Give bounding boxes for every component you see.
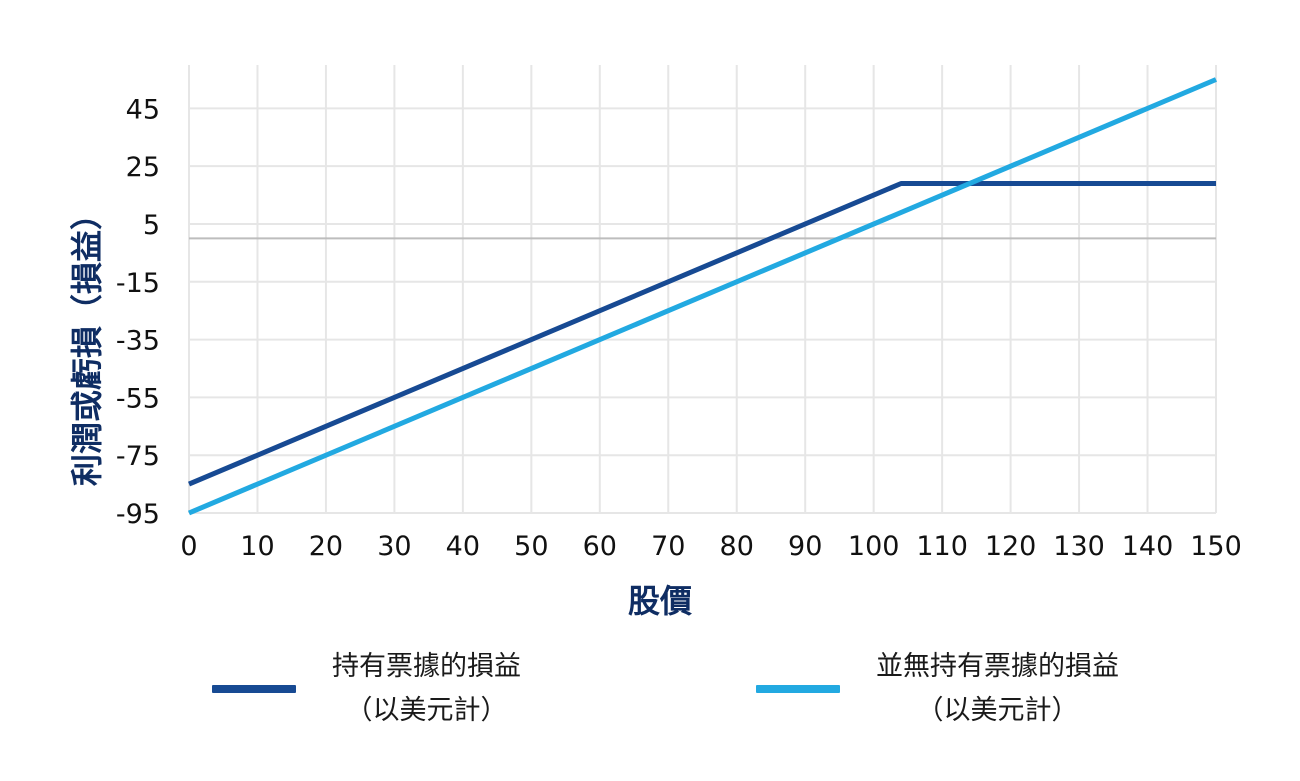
y-tick-label: 45 <box>126 94 160 125</box>
legend-label-line2: （以美元計） <box>345 695 508 726</box>
legend-label-line1: 並無持有票據的損益 <box>876 651 1119 682</box>
series-line-with-note <box>188 181 1216 487</box>
x-axis-title: 股價 <box>628 582 693 620</box>
legend-label-with-note: 持有票據的損益 （以美元計） <box>332 645 521 733</box>
x-tick-label: 110 <box>916 531 968 562</box>
y-axis-title: 利潤或虧損（損益） <box>68 198 106 486</box>
x-tick-label: 150 <box>1190 531 1242 562</box>
series-layer <box>188 77 1217 516</box>
y-tick-labels: -95 -75 -55 -35 -15 5 25 45 <box>116 94 160 530</box>
x-tick-label: 20 <box>309 531 343 562</box>
legend-swatch-without-note <box>756 685 840 693</box>
y-tick-label: 25 <box>126 152 160 183</box>
y-tick-label: -95 <box>116 499 160 530</box>
x-tick-label: 0 <box>180 531 197 562</box>
grid <box>188 65 1217 514</box>
legend-swatch-with-note <box>212 685 296 693</box>
legend-label-without-note: 並無持有票據的損益 （以美元計） <box>876 645 1119 733</box>
x-tick-label: 30 <box>377 531 411 562</box>
x-tick-label: 140 <box>1122 531 1174 562</box>
x-tick-label: 130 <box>1053 531 1105 562</box>
series-line-without-note <box>188 77 1217 516</box>
legend-label-line2: （以美元計） <box>916 695 1079 726</box>
y-tick-label: -15 <box>116 268 160 299</box>
y-tick-label: 5 <box>143 210 160 241</box>
legend-label-line1: 持有票據的損益 <box>332 651 521 682</box>
x-tick-label: 10 <box>240 531 274 562</box>
x-tick-label: 60 <box>583 531 617 562</box>
x-tick-label: 50 <box>514 531 548 562</box>
x-tick-label: 40 <box>446 531 480 562</box>
x-tick-label: 70 <box>651 531 685 562</box>
y-tick-label: -75 <box>116 441 160 472</box>
x-tick-label: 120 <box>985 531 1037 562</box>
legend-item-with-note: 持有票據的損益 （以美元計） <box>212 645 521 733</box>
x-tick-labels: 0 10 20 30 40 50 60 70 80 90 100 110 120 130 140 150 <box>180 531 1241 562</box>
x-tick-label: 100 <box>848 531 900 562</box>
x-tick-label: 80 <box>720 531 754 562</box>
y-tick-label: -35 <box>116 326 160 357</box>
x-tick-label: 90 <box>788 531 822 562</box>
y-tick-label: -55 <box>116 383 160 414</box>
legend-item-without-note: 並無持有票據的損益 （以美元計） <box>756 645 1119 733</box>
